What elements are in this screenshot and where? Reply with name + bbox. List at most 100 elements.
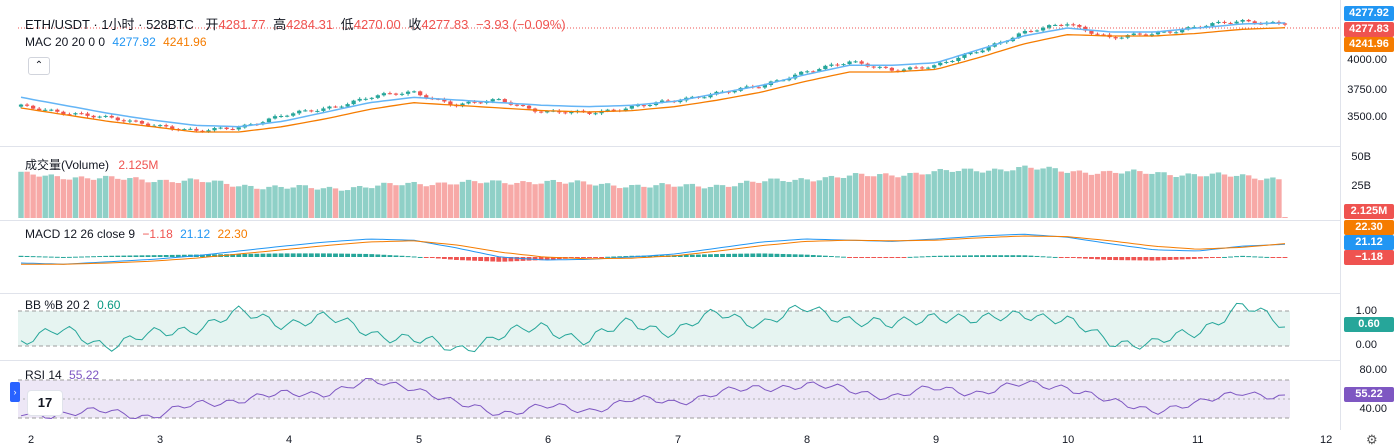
macd-histogram-bar bbox=[145, 255, 151, 257]
candle-body bbox=[139, 121, 145, 124]
volume-bar bbox=[713, 184, 720, 218]
candle-body bbox=[1119, 37, 1124, 39]
macd-histogram-bar bbox=[115, 255, 121, 257]
candle-body bbox=[188, 128, 193, 130]
macd-histogram-bar bbox=[460, 257, 465, 261]
candle-body bbox=[97, 116, 102, 118]
volume-bar bbox=[1034, 169, 1040, 218]
volume-bar bbox=[217, 180, 224, 218]
candle-body bbox=[91, 115, 96, 118]
symbol-title[interactable]: ETH/USDT · 1小时 · 528BTC bbox=[25, 17, 194, 32]
macd-histogram-bar bbox=[943, 255, 949, 257]
candle-body bbox=[357, 98, 362, 101]
volume-bar bbox=[979, 172, 986, 218]
volume-bar bbox=[1155, 172, 1161, 218]
low-label: 低 bbox=[340, 17, 354, 32]
macd-histogram-bar bbox=[992, 255, 998, 257]
volume-bar bbox=[725, 186, 732, 218]
volume-bar bbox=[574, 180, 581, 218]
macd-histogram-bar bbox=[1016, 255, 1022, 257]
candle-body bbox=[1174, 32, 1179, 34]
macd-histogram-bar bbox=[1228, 256, 1233, 258]
volume-bar bbox=[254, 188, 260, 218]
macd-histogram-bar bbox=[490, 257, 496, 262]
macd-histogram-bar bbox=[744, 253, 750, 257]
candle-body bbox=[1137, 33, 1142, 35]
candle-body bbox=[1053, 24, 1058, 26]
volume-bar bbox=[139, 179, 145, 218]
macd-legend[interactable]: MACD 12 26 close 9 −1.18 21.12 22.30 bbox=[25, 227, 248, 241]
rsi-axis-label: 40.00 bbox=[1359, 403, 1387, 415]
macd-histogram-bar bbox=[1252, 256, 1258, 258]
macd-histogram-bar bbox=[822, 255, 828, 257]
macd-histogram-bar bbox=[695, 254, 701, 257]
candle-body bbox=[1065, 24, 1070, 26]
macd-histogram-bar bbox=[169, 254, 175, 257]
macd-histogram-bar bbox=[617, 256, 623, 258]
volume-bar bbox=[635, 184, 641, 218]
volume-bar bbox=[157, 179, 163, 218]
volume-bar bbox=[883, 173, 889, 218]
macd-line bbox=[20, 233, 1286, 265]
mac-legend[interactable]: MAC 20 20 0 0 4277.92 4241.96 bbox=[25, 35, 207, 49]
chevron-right-icon[interactable]: › bbox=[10, 382, 20, 402]
volume-bar bbox=[937, 168, 943, 218]
macd-histogram-bar bbox=[447, 257, 453, 260]
macd-signal-tag: 22.30 bbox=[1344, 220, 1394, 235]
volume-bar bbox=[60, 179, 67, 218]
settings-gear-icon[interactable]: ⚙ bbox=[1366, 432, 1378, 447]
macd-histogram-bar bbox=[538, 257, 544, 261]
candle-body bbox=[805, 71, 810, 73]
volume-bar bbox=[617, 188, 623, 218]
x-tick-label: 12 bbox=[1320, 434, 1333, 446]
macd-histogram-bar bbox=[647, 255, 653, 257]
macd-histogram-bar bbox=[1101, 257, 1106, 260]
macd-histogram-bar bbox=[351, 253, 357, 257]
macd-histogram-bar bbox=[417, 256, 423, 258]
macd-histogram-bar bbox=[429, 257, 435, 258]
candle-body bbox=[1210, 23, 1215, 26]
volume-bar bbox=[1209, 173, 1216, 218]
tradingview-logo-icon[interactable]: 17 bbox=[27, 390, 63, 416]
volume-bar bbox=[1100, 171, 1107, 218]
candle-body bbox=[448, 101, 453, 105]
macd-histogram-bar bbox=[1137, 257, 1143, 261]
macd-histogram-bar bbox=[889, 257, 895, 258]
candle-body bbox=[55, 109, 60, 112]
macd-histogram-bar bbox=[242, 253, 248, 257]
volume-bar bbox=[84, 178, 91, 218]
macd-histogram-bar bbox=[980, 255, 986, 257]
volume-bar bbox=[1118, 173, 1125, 218]
candle-body bbox=[182, 129, 187, 131]
candle-body bbox=[708, 94, 713, 98]
macd-histogram-bar bbox=[774, 253, 780, 257]
candle-body bbox=[732, 90, 737, 93]
macd-histogram-bar bbox=[73, 256, 78, 258]
volume-bar bbox=[961, 168, 968, 218]
bb-legend[interactable]: BB %B 20 2 0.60 bbox=[25, 298, 120, 312]
volume-legend[interactable]: 成交量(Volume) 2.125M bbox=[25, 156, 158, 173]
candle-body bbox=[587, 112, 592, 114]
macd-histogram-bar bbox=[1028, 255, 1034, 257]
macd-histogram-bar bbox=[708, 254, 713, 257]
volume-bar bbox=[1052, 168, 1058, 218]
macd-histogram-bar bbox=[1004, 255, 1010, 257]
macd-histogram-bar bbox=[91, 256, 97, 258]
volume-bar bbox=[786, 181, 792, 218]
change-value: −3.93 (−0.09%) bbox=[475, 17, 566, 32]
volume-bar bbox=[483, 182, 490, 218]
macd-histogram-bar bbox=[968, 255, 973, 257]
volume-bar bbox=[459, 181, 466, 218]
macd-histogram-bar bbox=[810, 255, 816, 257]
macd-histogram-bar bbox=[1076, 257, 1082, 259]
volume-bar bbox=[1227, 176, 1234, 218]
macd-histogram-bar bbox=[581, 257, 586, 258]
rsi-line bbox=[20, 377, 1286, 420]
macd-histogram-bar bbox=[472, 257, 478, 261]
volume-bar bbox=[877, 174, 883, 218]
high-label: 高 bbox=[273, 17, 287, 32]
close-value: 4277.83 bbox=[421, 17, 469, 32]
rsi-legend[interactable]: RSI 14 55.22 bbox=[25, 368, 99, 382]
collapse-legend-button[interactable]: ⌃ bbox=[28, 57, 50, 75]
